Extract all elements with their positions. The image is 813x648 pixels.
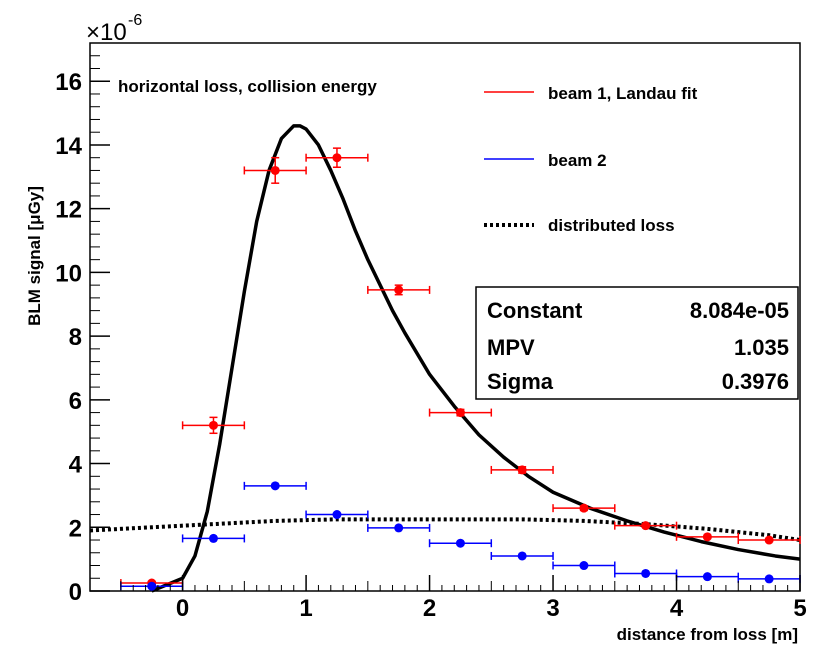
legend-label-distributed: distributed loss <box>548 216 675 235</box>
plot-frame <box>89 42 801 592</box>
stats-label-sigma: Sigma <box>487 369 554 394</box>
y-tick-label: 12 <box>55 197 82 224</box>
beam2-point <box>394 523 404 533</box>
x-tick-label: 1 <box>299 595 312 622</box>
beam2-point <box>332 510 342 520</box>
beam1-point <box>764 535 774 545</box>
y-multiplier: ×10 <box>86 19 127 46</box>
beam1-point <box>702 532 712 542</box>
stats-label-mpv: MPV <box>487 335 535 360</box>
y-tick-label: 0 <box>69 579 82 606</box>
legend-label-beam2: beam 2 <box>548 151 607 170</box>
y-tick-label: 4 <box>69 452 83 479</box>
stats-box-frame <box>475 286 799 400</box>
beam2-point <box>764 574 774 584</box>
beam2-point <box>208 533 218 543</box>
beam1-point <box>517 465 527 475</box>
y-tick-label: 8 <box>69 324 82 351</box>
beam2-point <box>517 551 527 561</box>
legend: beam 1, Landau fit beam 2 distributed lo… <box>484 84 698 235</box>
x-tick-label: 0 <box>176 595 189 622</box>
beam2-point <box>270 481 280 491</box>
x-tick-label: 2 <box>423 595 436 622</box>
stats-value-sigma: 0.3976 <box>722 369 789 394</box>
beam1-point <box>641 521 651 531</box>
fit-layer <box>89 124 801 593</box>
y-tick-label: 10 <box>55 260 82 287</box>
beam2-point <box>579 561 589 571</box>
landau-fit-curve <box>151 124 801 593</box>
legend-label-beam1: beam 1, Landau fit <box>548 84 698 103</box>
y-tick-label: 2 <box>69 515 82 542</box>
x-tick-label: 4 <box>670 595 684 622</box>
x-axis-title: distance from loss [m] <box>617 625 798 644</box>
stats-value-mpv: 1.035 <box>734 335 789 360</box>
y-tick-label: 16 <box>55 69 82 96</box>
beam1-point <box>270 165 280 175</box>
beam1-point <box>332 153 342 163</box>
beam1-point <box>394 285 404 295</box>
beam2-point <box>455 538 465 548</box>
beam2-point <box>147 581 157 591</box>
y-axis-title: BLM signal [μGy] <box>25 186 44 326</box>
series-layer <box>120 147 801 591</box>
beam1-point <box>208 420 218 430</box>
beam2-point <box>702 572 712 582</box>
y-multiplier-exponent: -6 <box>128 12 142 29</box>
y-tick-label: 6 <box>69 388 82 415</box>
beam1-point <box>579 503 589 513</box>
x-tick-label: 3 <box>546 595 559 622</box>
stats-value-constant: 8.084e-05 <box>690 298 789 323</box>
chart-annotation: horizontal loss, collision energy <box>118 77 377 96</box>
stats-box: Constant 8.084e-05 MPV 1.035 Sigma 0.397… <box>475 286 799 400</box>
beam1-point <box>455 408 465 418</box>
x-tick-label: 5 <box>793 595 806 622</box>
beam2-point <box>641 568 651 578</box>
stats-label-constant: Constant <box>487 298 583 323</box>
y-tick-label: 14 <box>55 133 82 160</box>
